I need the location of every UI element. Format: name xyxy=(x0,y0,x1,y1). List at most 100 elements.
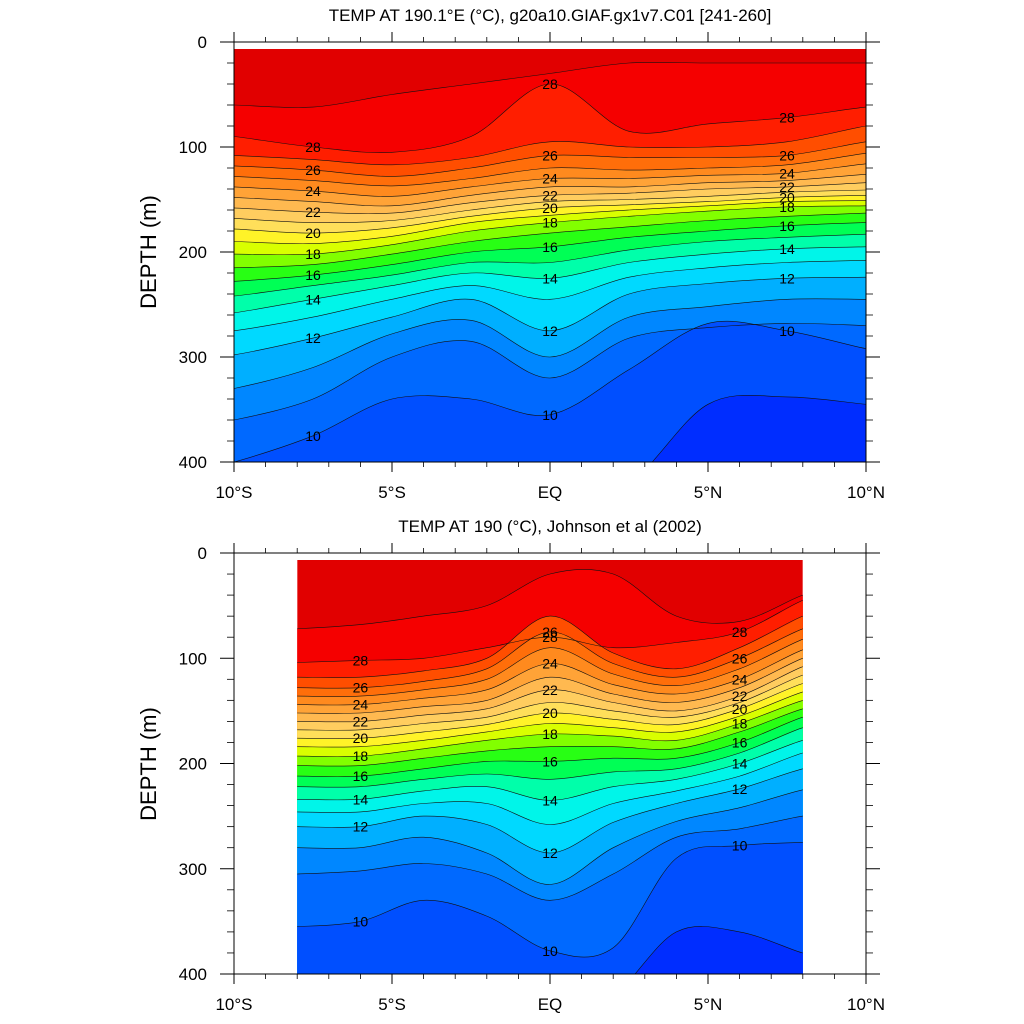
contour-line xyxy=(634,926,803,974)
x-tick-label: 5°N xyxy=(694,483,723,502)
x-tick-label: 10°N xyxy=(847,995,885,1014)
contour-label: 18 xyxy=(779,199,795,215)
contour-label: 18 xyxy=(542,726,558,742)
contour-label: 26 xyxy=(353,680,369,696)
y-tick-label: 200 xyxy=(179,755,207,774)
contour-label: 10 xyxy=(779,323,795,339)
chart-title: TEMP AT 190.1°E (°C), g20a10.GIAF.gx1v7.… xyxy=(329,6,772,25)
contour-label: 18 xyxy=(732,716,748,732)
y-tick-label: 400 xyxy=(179,453,207,472)
contour-label: 28 xyxy=(353,652,369,668)
contour-label: 28 xyxy=(542,76,558,92)
contour-label: 20 xyxy=(732,701,748,717)
contour-label: 24 xyxy=(305,183,321,199)
chart-title: TEMP AT 190 (°C), Johnson et al (2002) xyxy=(398,517,702,536)
contour-line xyxy=(234,182,866,215)
x-tick-label: 5°S xyxy=(378,483,406,502)
contour-label: 10 xyxy=(542,943,558,959)
contour-line xyxy=(234,212,866,269)
contour-label: 26 xyxy=(542,624,558,640)
contour-line xyxy=(234,298,866,389)
axis-ticks: 10°S 5°S EQ 5°N 10°N 0 100 200 300 400 xyxy=(179,32,885,502)
contour-label: 28 xyxy=(542,629,558,645)
contour-label: 18 xyxy=(305,246,321,262)
contour-line xyxy=(297,657,803,714)
contour-label: 22 xyxy=(353,713,369,729)
y-tick-label: 200 xyxy=(179,243,207,262)
contour-label: 20 xyxy=(353,730,369,746)
y-tick-label: 0 xyxy=(198,544,207,563)
x-tick-label: 10°N xyxy=(847,483,885,502)
contour-label: 12 xyxy=(779,270,795,286)
contour-line xyxy=(297,752,803,825)
contour-line xyxy=(297,842,803,958)
contour-label: 28 xyxy=(732,624,748,640)
contour-label: 20 xyxy=(779,189,795,205)
contour-label: 20 xyxy=(542,200,558,216)
contour-label: 12 xyxy=(353,819,369,835)
contour-fill xyxy=(297,560,803,974)
contour-label: 24 xyxy=(353,697,369,713)
contour-line xyxy=(234,233,866,297)
y-tick-label: 0 xyxy=(198,33,207,52)
contour-label: 10 xyxy=(353,913,369,929)
contour-line xyxy=(234,276,866,356)
contour-line xyxy=(234,141,866,177)
contour-label: 18 xyxy=(353,748,369,764)
contour-line xyxy=(234,222,866,282)
contour-line xyxy=(234,194,866,234)
contour-line xyxy=(297,569,803,630)
x-tick-label: 5°N xyxy=(694,995,723,1014)
contour-label: 26 xyxy=(732,650,748,666)
contour-line xyxy=(234,200,866,245)
contour-label: 16 xyxy=(779,218,795,234)
x-tick-label: EQ xyxy=(538,995,563,1014)
contour-line xyxy=(297,649,803,706)
contour-line xyxy=(297,768,803,854)
panel-observations: TEMP AT 190 (°C), Johnson et al (2002) D… xyxy=(136,517,885,1014)
x-tick-label: EQ xyxy=(538,483,563,502)
contour-line xyxy=(297,700,803,757)
contour-label: 22 xyxy=(542,187,558,203)
contour-label: 22 xyxy=(542,682,558,698)
contour-label: 14 xyxy=(542,792,558,808)
contour-label: 16 xyxy=(732,735,748,751)
contour-line xyxy=(234,189,866,223)
contour-label: 14 xyxy=(305,291,321,307)
contour-label: 22 xyxy=(305,204,321,220)
x-tick-label: 10°S xyxy=(215,483,252,502)
contour-line xyxy=(297,683,803,739)
contour-label: 20 xyxy=(542,705,558,721)
contour-label: 26 xyxy=(542,147,558,163)
contour-line xyxy=(297,789,803,885)
contour-line xyxy=(234,205,866,256)
contour-label: 12 xyxy=(732,781,748,797)
contour-line xyxy=(297,691,803,748)
contour-line xyxy=(297,815,803,901)
contour-line xyxy=(234,61,866,108)
contour-line xyxy=(297,708,803,767)
contour-label: 12 xyxy=(542,845,558,861)
contour-label: 14 xyxy=(542,270,558,286)
contour-label: 20 xyxy=(305,225,321,241)
contour-label: 22 xyxy=(732,688,748,704)
contour-label: 14 xyxy=(732,756,748,772)
contour-label: 16 xyxy=(542,753,558,769)
contour-label: 22 xyxy=(779,179,795,195)
contour-label: 18 xyxy=(542,215,558,231)
contour-label: 16 xyxy=(542,239,558,255)
contour-label: 24 xyxy=(732,671,748,687)
temperature-band xyxy=(635,926,803,974)
contour-label: 16 xyxy=(353,768,369,784)
contour-fill xyxy=(234,49,866,462)
contour-line xyxy=(234,323,866,421)
y-axis-label: DEPTH (m) xyxy=(136,707,161,821)
contour-line xyxy=(297,666,803,723)
contour-line xyxy=(297,716,803,777)
contour-line xyxy=(234,152,866,187)
panel-model: TEMP AT 190.1°E (°C), g20a10.GIAF.gx1v7.… xyxy=(136,6,885,502)
contour-label: 24 xyxy=(542,171,558,187)
